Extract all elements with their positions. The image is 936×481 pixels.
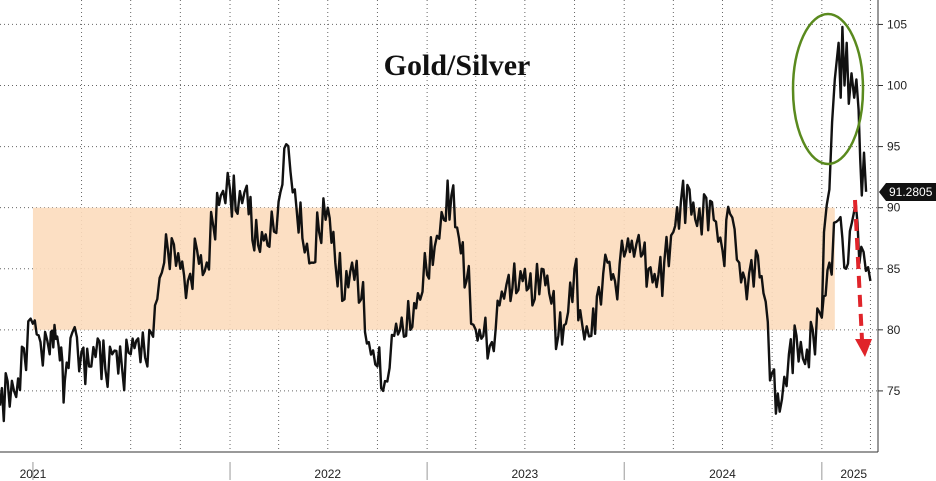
x-tick-label: 2022: [314, 467, 341, 481]
y-tick-label: 100: [887, 79, 907, 93]
y-tick-label: 105: [887, 17, 907, 31]
last-value-badge-bg: [879, 183, 936, 202]
last-value-badge: 91.2805: [879, 183, 936, 202]
y-tick-label: 75: [887, 384, 901, 398]
grid-layer: [0, 0, 878, 452]
y-tick-label: 90: [887, 201, 901, 215]
x-tick-label: 2021: [20, 467, 47, 481]
annotation-layer: [791, 12, 872, 357]
series-layer: [0, 25, 872, 423]
peak-highlight-ellipse: [791, 12, 865, 166]
range-band-80-90: [32, 207, 835, 330]
shaded-band-layer: [32, 207, 835, 330]
downtrend-arrow-head: [855, 339, 872, 357]
downtrend-arrow-shaft: [853, 199, 864, 341]
y-tick-label: 80: [887, 323, 901, 337]
y-tick-label: 95: [887, 140, 901, 154]
series-line: [0, 143, 872, 423]
x-tick-label: 2023: [512, 467, 539, 481]
last-value-label: 91.2805: [889, 185, 933, 199]
x-tick-label: 2024: [709, 467, 736, 481]
x-tick-label: 2025: [840, 467, 867, 481]
chart-title: Gold/Silver: [384, 49, 531, 82]
series-line-peak: [820, 25, 868, 318]
y-tick-label: 85: [887, 262, 901, 276]
axis-layer: 75 80 85 90 95 100 105 2021 2022 2023 2024 2025: [0, 0, 907, 481]
